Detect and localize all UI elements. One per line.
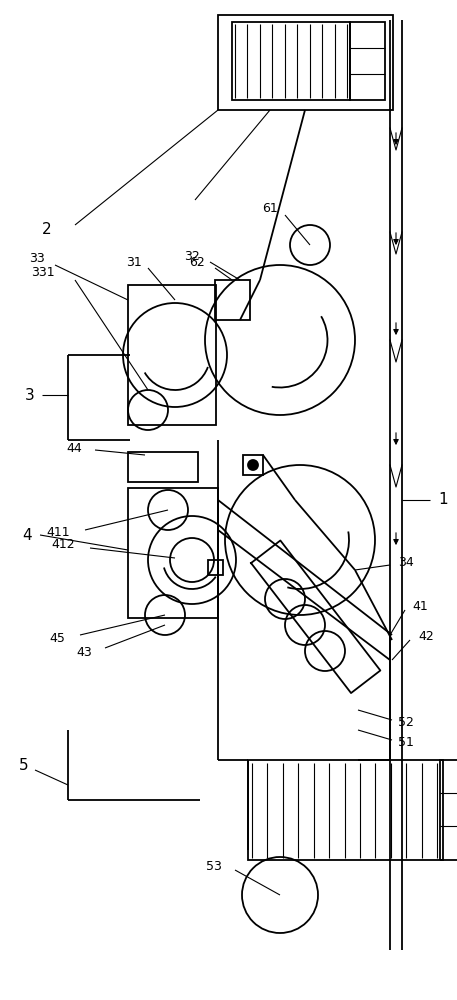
Text: 1: 1 xyxy=(438,492,447,508)
Bar xyxy=(440,760,457,860)
Text: 412: 412 xyxy=(51,538,75,552)
Bar xyxy=(208,560,223,575)
Bar xyxy=(350,22,385,100)
Text: 42: 42 xyxy=(418,630,434,643)
Circle shape xyxy=(248,460,258,470)
Bar xyxy=(128,488,218,618)
Text: 411: 411 xyxy=(46,526,70,538)
Text: 33: 33 xyxy=(29,251,45,264)
Text: 41: 41 xyxy=(412,599,428,612)
Text: 31: 31 xyxy=(126,255,142,268)
Text: 44: 44 xyxy=(66,442,82,454)
Bar xyxy=(215,280,250,320)
Text: 3: 3 xyxy=(25,387,35,402)
Bar xyxy=(128,285,216,425)
Text: 61: 61 xyxy=(262,202,278,215)
Text: 2: 2 xyxy=(42,223,52,237)
Text: 34: 34 xyxy=(398,556,414,568)
Bar xyxy=(232,22,350,100)
Text: 5: 5 xyxy=(18,758,28,772)
Text: 62: 62 xyxy=(189,255,205,268)
Text: 4: 4 xyxy=(22,528,32,542)
Text: 43: 43 xyxy=(76,646,92,658)
Bar xyxy=(248,760,443,860)
Bar xyxy=(243,455,263,475)
Text: 45: 45 xyxy=(49,632,65,645)
Text: 52: 52 xyxy=(398,716,414,728)
Text: 51: 51 xyxy=(398,736,414,748)
Text: 331: 331 xyxy=(32,265,55,278)
Text: 53: 53 xyxy=(206,859,222,872)
Bar xyxy=(128,452,198,482)
Bar xyxy=(218,15,393,110)
Text: 32: 32 xyxy=(184,249,200,262)
